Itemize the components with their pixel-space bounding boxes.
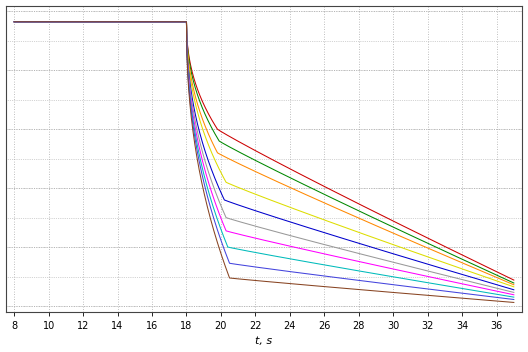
X-axis label: t, s: t, s <box>256 337 272 346</box>
